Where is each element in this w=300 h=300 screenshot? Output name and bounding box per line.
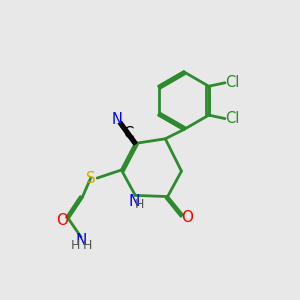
Text: O: O	[181, 210, 193, 225]
Text: Cl: Cl	[225, 75, 239, 90]
Text: N: N	[128, 194, 140, 209]
Text: Cl: Cl	[225, 111, 239, 126]
Text: O: O	[56, 213, 68, 228]
Text: N: N	[75, 233, 87, 248]
Text: N: N	[112, 112, 123, 127]
Text: H: H	[82, 239, 92, 252]
Text: S: S	[86, 171, 96, 186]
Text: C: C	[123, 126, 133, 141]
Text: H: H	[135, 198, 145, 211]
Text: H: H	[71, 239, 80, 252]
